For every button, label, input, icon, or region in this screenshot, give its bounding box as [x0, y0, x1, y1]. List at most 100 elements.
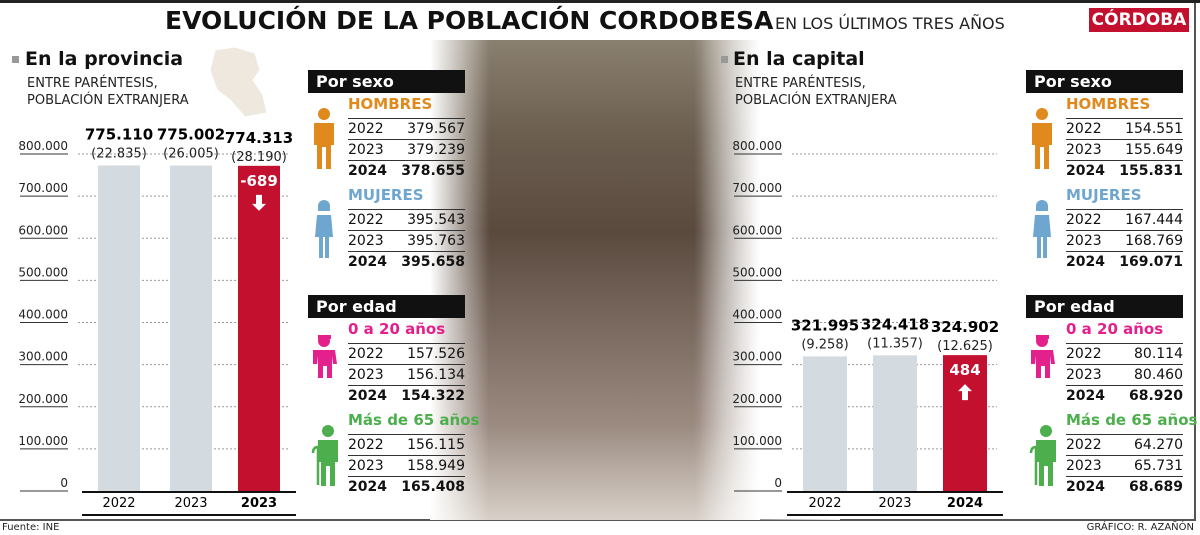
row-value: 169.071	[1119, 254, 1183, 270]
man-icon	[314, 108, 334, 169]
row-value: 68.920	[1128, 388, 1183, 404]
by-age-header: Por edad	[1026, 295, 1183, 318]
category-label: MUJERES	[1066, 186, 1142, 204]
table-row: 2023 156.134	[348, 364, 465, 385]
capital-note: ENTRE PARÉNTESIS, POBLACIÓN EXTRANJERA	[735, 75, 897, 109]
value-label: 774.313	[225, 129, 293, 147]
province-map-icon	[209, 46, 268, 118]
category-label: MUJERES	[348, 186, 424, 204]
elder-icon	[1029, 425, 1056, 486]
x-tick-label: 2024	[947, 496, 983, 511]
source-note: Fuente: INE	[2, 522, 60, 533]
row-value: 157.526	[407, 346, 465, 362]
table-row: 2022 395.543	[348, 209, 465, 230]
child-icon	[313, 335, 337, 378]
row-year: 2024	[1066, 254, 1105, 270]
row-value: 80.114	[1134, 346, 1183, 362]
bar	[943, 355, 987, 492]
table-row: 2024 68.689	[1066, 476, 1183, 497]
x-tick-label: 2023	[174, 496, 207, 511]
row-value: 156.134	[407, 367, 465, 383]
table-row: 2023 395.763	[348, 230, 465, 251]
row-value: 395.658	[401, 254, 465, 270]
row-year: 2024	[348, 479, 387, 495]
row-year: 2022	[1066, 121, 1102, 137]
row-value: 64.270	[1134, 437, 1183, 453]
y-tick-label: 700.000	[732, 181, 782, 195]
row-year: 2023	[1066, 367, 1102, 383]
category-label: 0 a 20 años	[1066, 320, 1164, 338]
table-row: 2024 155.831	[1066, 160, 1183, 181]
foreign-population-label: (22.835)	[91, 146, 147, 161]
by-age-header: Por edad	[308, 295, 465, 318]
table-row: 2024 165.408	[348, 476, 465, 497]
y-tick-label: 300.000	[18, 350, 68, 364]
woman-icon	[315, 200, 333, 258]
y-tick-label: 0	[774, 476, 782, 490]
y-tick-label: 300.000	[732, 350, 782, 364]
woman-icon	[1033, 200, 1051, 258]
y-tick-label: 200.000	[18, 392, 68, 406]
row-value: 379.567	[407, 121, 465, 137]
y-tick-label: 800.000	[18, 139, 68, 153]
note-line: ENTRE PARÉNTESIS,	[27, 76, 158, 91]
table-row: 2022 379.567	[348, 118, 465, 139]
table-row: 2023 379.239	[348, 139, 465, 160]
foreign-population-label: (11.357)	[867, 336, 923, 351]
bullet-icon	[721, 56, 728, 63]
y-tick-label: 0	[60, 476, 68, 490]
table-row: 2022 167.444	[1066, 209, 1183, 230]
y-tick-label: 500.000	[732, 265, 782, 279]
row-value: 155.831	[1119, 163, 1183, 179]
page-title: EVOLUCIÓN DE LA POBLACIÓN CORDOBESA	[165, 6, 774, 35]
arrow-up-icon	[958, 384, 972, 401]
y-tick-label: 100.000	[732, 434, 782, 448]
row-year: 2024	[1066, 163, 1105, 179]
table-row: 2022 64.270	[1066, 434, 1183, 455]
row-year: 2022	[348, 212, 384, 228]
table-row: 2023 65.731	[1066, 455, 1183, 476]
table-row: 2024 378.655	[348, 160, 465, 181]
row-value: 80.460	[1134, 367, 1183, 383]
province-title: En la provincia	[25, 48, 184, 70]
row-year: 2022	[348, 346, 384, 362]
foreign-population-label: (9.258)	[801, 337, 848, 352]
table-row: 2024 169.071	[1066, 251, 1183, 272]
row-year: 2023	[1066, 142, 1102, 158]
y-tick-label: 700.000	[18, 181, 68, 195]
row-year: 2023	[348, 233, 384, 249]
row-value: 155.649	[1125, 142, 1183, 158]
row-year: 2024	[1066, 388, 1105, 404]
table-row: 2023 80.460	[1066, 364, 1183, 385]
row-year: 2023	[1066, 233, 1102, 249]
bar	[873, 355, 917, 492]
row-year: 2023	[348, 142, 384, 158]
credit-note: GRÁFICO: R. AZAÑÓN	[1086, 522, 1194, 533]
y-tick-label: 400.000	[732, 308, 782, 322]
category-label: HOMBRES	[348, 95, 433, 113]
y-tick-label: 800.000	[732, 139, 782, 153]
row-value: 395.543	[407, 212, 465, 228]
category-label: Más de 65 años	[1066, 411, 1198, 429]
note-line: POBLACIÓN EXTRANJERA	[735, 93, 897, 108]
row-year: 2024	[348, 163, 387, 179]
table-row: 2022 154.551	[1066, 118, 1183, 139]
bar	[98, 165, 140, 492]
row-value: 68.689	[1128, 479, 1183, 495]
bullet-icon	[12, 56, 19, 63]
x-tick-label: 2023	[878, 496, 911, 511]
value-label: 324.902	[931, 318, 999, 336]
table-row: 2023 155.649	[1066, 139, 1183, 160]
bar	[803, 356, 847, 492]
child-icon	[1031, 335, 1055, 378]
value-label: 321.995	[791, 316, 859, 334]
category-label: 0 a 20 años	[348, 320, 446, 338]
y-tick-label: 400.000	[18, 308, 68, 322]
brand-logo: CÓRDOBA	[1089, 8, 1189, 32]
value-label: 775.002	[157, 126, 225, 144]
row-value: 167.444	[1125, 212, 1183, 228]
row-value: 65.731	[1134, 458, 1183, 474]
elder-icon	[311, 425, 338, 486]
change-label: 484	[949, 361, 980, 379]
